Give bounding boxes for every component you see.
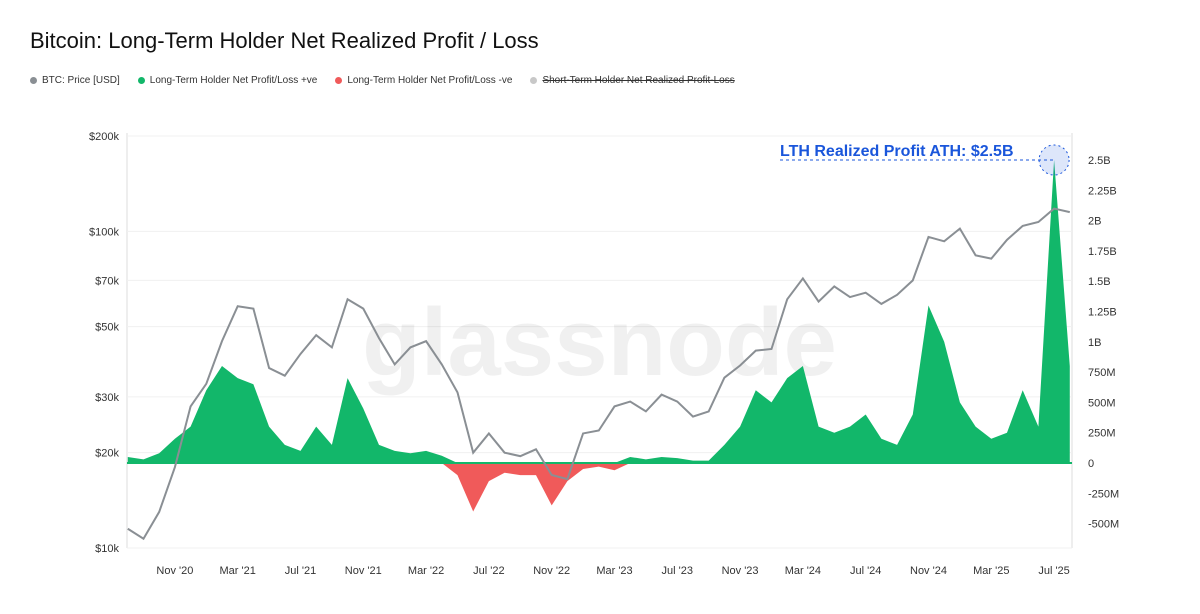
chart-title: Bitcoin: Long-Term Holder Net Realized P… [30,28,539,53]
x-tick-label: Jul '23 [662,565,693,577]
legend: BTC: Price [USD] Long-Term Holder Net Pr… [30,75,735,86]
x-tick-label: Nov '22 [533,565,570,577]
x-tick-label: Jul '24 [850,565,881,577]
lth-profit-area [127,160,1070,463]
y-tick-label: $50k [95,322,119,334]
y-tick-label: $70k [95,275,119,287]
legend-label: Long-Term Holder Net Profit/Loss -ve [347,75,513,86]
legend-dot [335,77,343,84]
x-tick-label: Mar '22 [408,565,444,577]
y-tick-label: $30k [95,392,119,404]
legend-label: Short-Term Holder Net Realized Profit-Lo… [542,75,735,86]
y-right-tick-label: 2.25B [1088,185,1117,197]
x-tick-label: Jul '22 [473,565,504,577]
y-tick-label: $10k [95,543,119,555]
ath-highlight-circle [1038,144,1070,176]
y-right-tick-label: 1.5B [1088,276,1111,288]
y-right-tick-label: 500M [1088,397,1116,409]
y-right-tick-label: 1.25B [1088,307,1117,319]
legend-item-btc-price[interactable]: BTC: Price [USD] [30,75,120,86]
x-tick-label: Nov '21 [345,565,382,577]
y-right-tick-label: -250M [1088,488,1119,500]
y-right-tick-label: -500M [1088,519,1119,531]
x-tick-label: Mar '23 [596,565,632,577]
y-right-tick-label: 1B [1088,337,1101,349]
ath-annotation-label: LTH Realized Profit ATH: $2.5B [780,143,1014,160]
y-tick-label: $20k [95,448,119,460]
x-tick-label: Nov '23 [722,565,759,577]
legend-label: BTC: Price [USD] [42,75,120,86]
y-right-tick-label: 1.75B [1088,246,1117,258]
legend-label: Long-Term Holder Net Profit/Loss +ve [149,75,318,86]
btc-price-line [127,207,1071,541]
x-tick-label: Mar '24 [785,565,821,577]
legend-dot [30,77,37,84]
y-tick-label: $200k [89,131,119,143]
x-tick-label: Jul '25 [1038,565,1069,577]
legend-item-sth[interactable]: Short-Term Holder Net Realized Profit-Lo… [530,75,735,86]
legend-dot [137,77,145,84]
legend-dot [530,77,538,84]
x-tick-label: Mar '25 [973,565,1009,577]
y-right-tick-label: 750M [1088,367,1116,379]
y-right-tick-label: 2B [1088,216,1101,228]
x-tick-label: Nov '24 [910,565,947,577]
watermark-logo: glassnode [362,289,837,396]
y-right-tick-label: 250M [1088,428,1116,440]
legend-item-lth-positive[interactable]: Long-Term Holder Net Profit/Loss +ve [137,75,318,86]
x-tick-label: Nov '20 [156,565,193,577]
y-tick-label: $100k [89,226,119,238]
y-right-tick-label: 2.5B [1088,155,1111,167]
y-right-tick-label: 0 [1088,458,1094,470]
legend-item-lth-negative[interactable]: Long-Term Holder Net Profit/Loss -ve [335,75,512,86]
x-tick-label: Jul '21 [285,565,316,577]
x-tick-label: Mar '21 [220,565,256,577]
lth-loss-area [127,463,1070,512]
